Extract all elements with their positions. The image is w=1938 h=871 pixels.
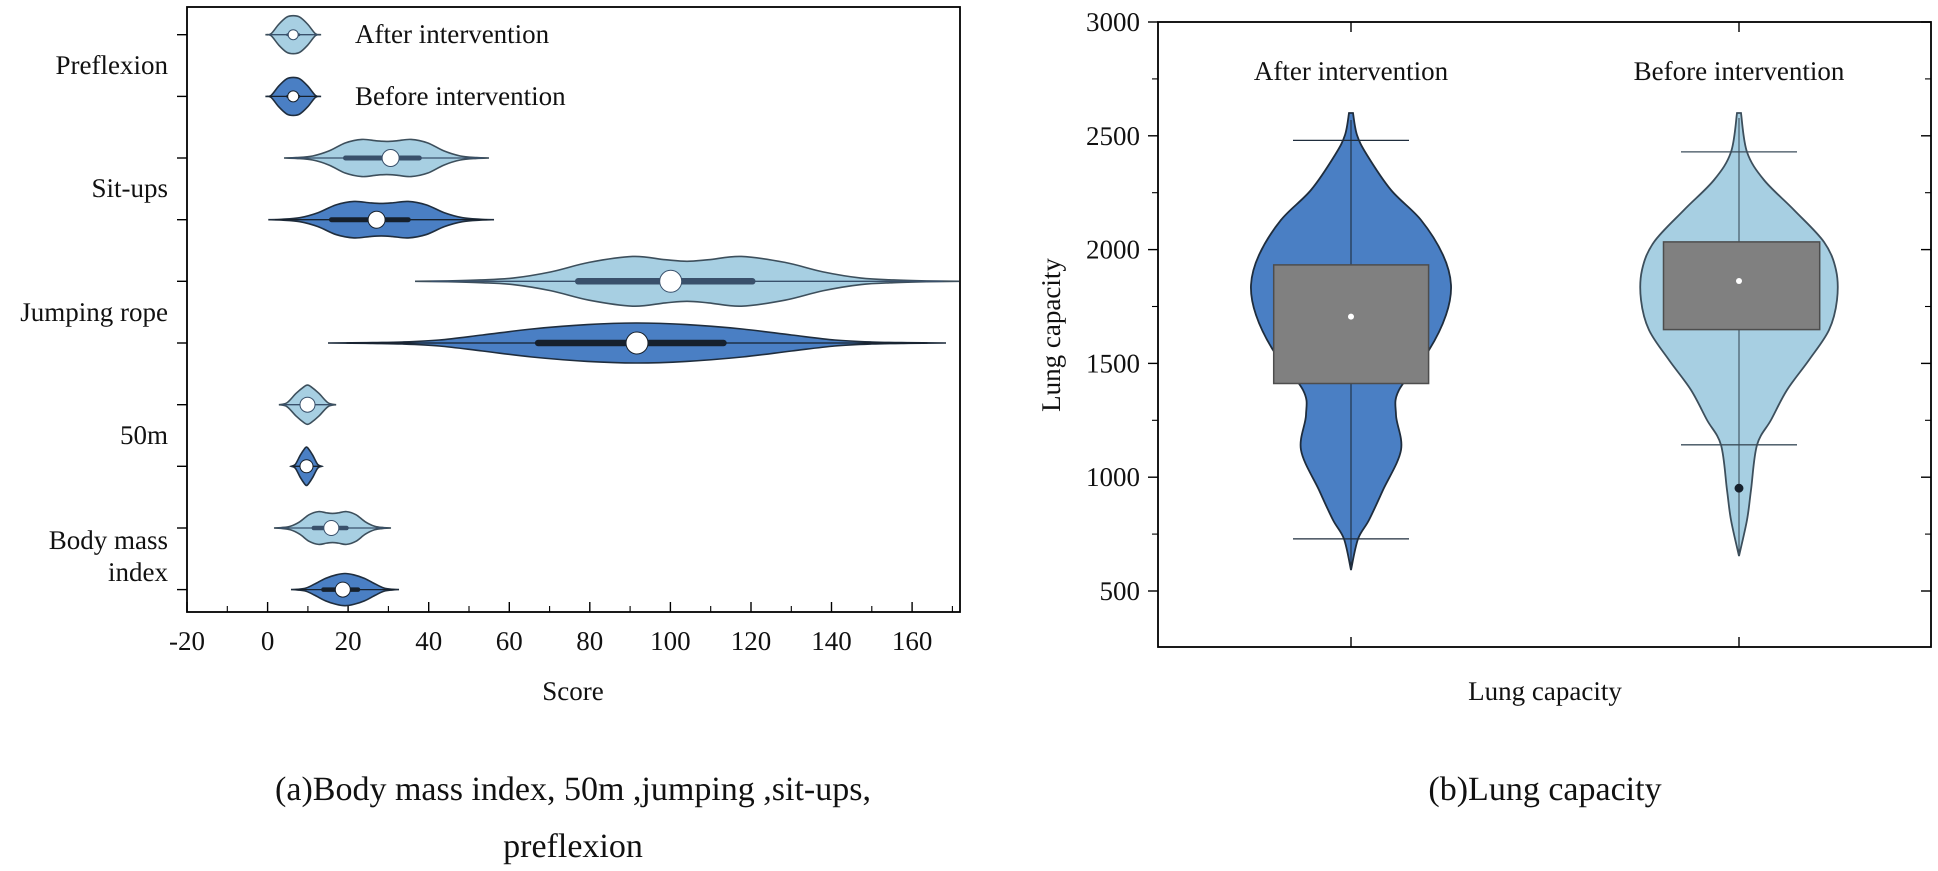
svg-text:100: 100: [650, 626, 691, 656]
svg-text:2000: 2000: [1086, 235, 1140, 265]
svg-text:50m: 50m: [120, 420, 168, 450]
svg-text:140: 140: [811, 626, 852, 656]
svg-text:3000: 3000: [1086, 7, 1140, 37]
svg-text:Lung capacity: Lung capacity: [1468, 676, 1622, 706]
svg-text:Lung capacity: Lung capacity: [1036, 258, 1066, 412]
svg-text:After intervention: After intervention: [355, 19, 550, 49]
svg-text:Body mass: Body mass: [49, 525, 168, 555]
svg-text:2500: 2500: [1086, 121, 1140, 151]
svg-text:120: 120: [731, 626, 772, 656]
svg-text:Before intervention: Before intervention: [355, 81, 566, 111]
svg-text:-20: -20: [169, 626, 205, 656]
svg-text:(a)Body mass index, 50m ,jumpi: (a)Body mass index, 50m ,jumping ,sit-up…: [275, 771, 871, 808]
svg-text:1000: 1000: [1086, 462, 1140, 492]
svg-text:0: 0: [261, 626, 275, 656]
svg-text:Preflexion: Preflexion: [56, 50, 169, 80]
svg-text:After intervention: After intervention: [1254, 56, 1449, 86]
svg-text:20: 20: [335, 626, 362, 656]
svg-text:Sit-ups: Sit-ups: [91, 173, 168, 203]
svg-text:preflexion: preflexion: [503, 828, 643, 865]
svg-text:60: 60: [496, 626, 523, 656]
svg-text:Before intervention: Before intervention: [1634, 56, 1845, 86]
svg-text:Jumping rope: Jumping rope: [20, 297, 168, 327]
svg-text:Score: Score: [542, 676, 603, 706]
svg-text:40: 40: [415, 626, 442, 656]
svg-text:1500: 1500: [1086, 348, 1140, 378]
svg-text:index: index: [108, 557, 168, 587]
svg-text:500: 500: [1100, 576, 1141, 606]
svg-text:80: 80: [576, 626, 603, 656]
svg-text:160: 160: [892, 626, 933, 656]
svg-text:(b)Lung capacity: (b)Lung capacity: [1428, 771, 1661, 808]
